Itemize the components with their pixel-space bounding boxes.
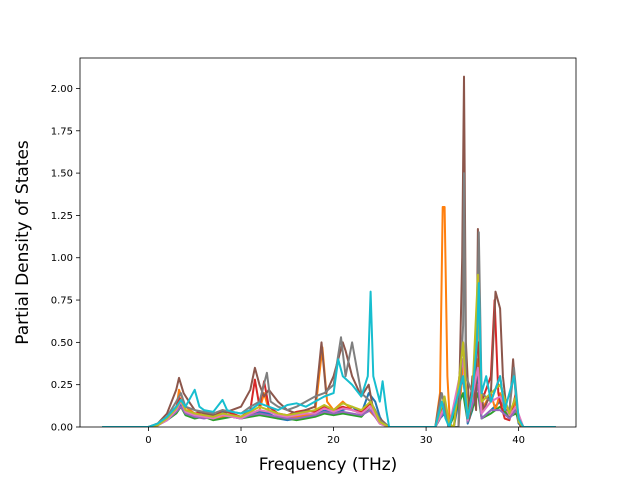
x-tick-label: 30	[420, 435, 433, 446]
series-line-6	[102, 75, 556, 427]
series-line-10	[102, 282, 556, 427]
y-tick-label: 1.00	[51, 253, 73, 264]
y-tick-label: 1.75	[51, 126, 73, 137]
y-tick-label: 0.50	[51, 338, 73, 349]
y-tick-label: 2.00	[51, 84, 73, 95]
series-line-7	[102, 358, 556, 427]
plot-frame	[79, 57, 577, 428]
x-tick-label: 40	[512, 435, 525, 446]
x-tick-label: 10	[235, 435, 248, 446]
x-axis-label: Frequency (THz)	[259, 455, 398, 475]
x-tick-label: 20	[327, 435, 340, 446]
y-tick-label: 0.00	[51, 423, 73, 434]
x-tick-label: 0	[145, 435, 151, 446]
y-tick-label: 1.25	[51, 211, 73, 222]
series-line-5	[102, 375, 556, 427]
y-tick-label: 1.50	[51, 169, 73, 180]
series-layer	[102, 75, 556, 427]
ticks-layer: 0 10 20 30 40 0.00 0.25 0.50 0.75 1.00 1.25 1.50 1.7…	[51, 84, 525, 446]
y-tick-label: 0.25	[51, 380, 73, 391]
y-axis-label: Partial Density of States	[13, 140, 33, 345]
y-tick-label: 0.75	[51, 296, 73, 307]
